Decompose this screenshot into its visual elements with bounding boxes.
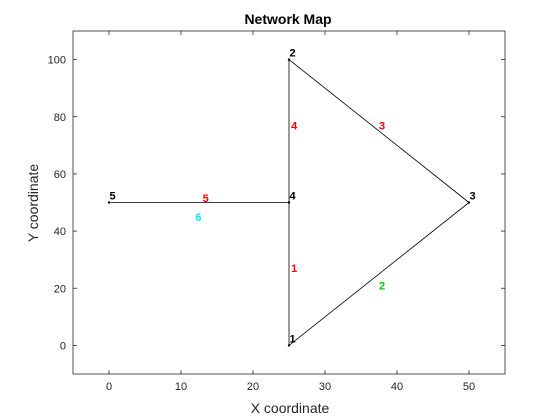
- chart-title: Network Map: [244, 11, 331, 27]
- x-axis-ticks: 0 10 20 30 40 50: [106, 31, 475, 393]
- node-label-2: 2: [290, 48, 296, 60]
- node-point-1: [287, 344, 291, 347]
- x-tick-label: 40: [391, 381, 403, 393]
- y-tick-label: 20: [54, 283, 66, 295]
- x-tick-label: 30: [319, 381, 331, 393]
- x-axis-label: X coordinate: [251, 400, 330, 416]
- edge-labels: 1 4 3 5 2 6: [195, 120, 385, 292]
- edge-line-2-3: [288, 59, 470, 203]
- x-tick-label: 20: [247, 381, 259, 393]
- y-tick-label: 0: [60, 340, 66, 352]
- node-point-2: [287, 58, 291, 61]
- x-tick-label: 0: [106, 381, 112, 393]
- y-tick-label: 80: [54, 112, 66, 124]
- node-label-3: 3: [470, 191, 476, 203]
- node-point-4: [287, 201, 291, 204]
- y-tick-label: 40: [54, 226, 66, 238]
- edge-label: 3: [379, 120, 385, 132]
- y-tick-label: 100: [48, 55, 66, 67]
- node-label-5: 5: [110, 191, 116, 203]
- y-tick-label: 60: [54, 169, 66, 181]
- node-labels: 1 2 3 4 5: [110, 48, 476, 346]
- edge-label: 2: [379, 280, 385, 292]
- edge-label: 5: [203, 193, 209, 205]
- network-nodes: [107, 58, 471, 347]
- y-axis-label: Y coordinate: [25, 164, 41, 243]
- node-point-5: [107, 201, 111, 204]
- edge-label: 1: [291, 263, 297, 275]
- edge-label: 6: [195, 212, 201, 224]
- y-axis-ticks: 0 20 40 60 80 100: [48, 55, 505, 352]
- edge-line-1-3: [288, 202, 470, 346]
- plot-area: 1 2 3 4 5 1 4 3 5 2 6: [72, 30, 506, 375]
- edge-label: 4: [291, 120, 298, 132]
- x-tick-label: 50: [463, 381, 475, 393]
- x-tick-label: 10: [175, 381, 187, 393]
- node-point-3: [467, 201, 471, 204]
- node-label-4: 4: [290, 191, 297, 203]
- node-label-1: 1: [290, 333, 296, 345]
